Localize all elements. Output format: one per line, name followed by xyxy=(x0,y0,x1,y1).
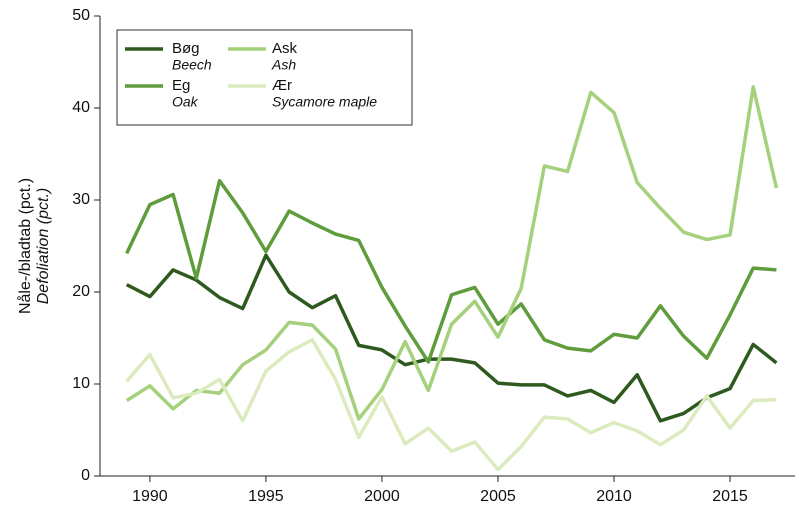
y-label-group: Nåle-/bladtab (pct.) Defoliation (pct.) xyxy=(16,178,52,314)
x-tick-label: 2015 xyxy=(712,488,748,505)
legend-label-en: Sycamore maple xyxy=(272,94,377,110)
y-tick-label: 30 xyxy=(72,191,90,208)
legend-label: Ask xyxy=(272,40,298,57)
y-tick-label: 20 xyxy=(72,283,90,300)
x-tick-label: 2000 xyxy=(364,488,400,505)
legend-label-en: Ash xyxy=(271,57,296,73)
legend-label: Ær xyxy=(272,77,292,94)
x-tick-label: 2010 xyxy=(596,488,632,505)
legend-label: Eg xyxy=(172,77,190,94)
y-tick-label: 40 xyxy=(72,99,90,116)
data-line xyxy=(125,338,777,472)
y-axis-label-en: Defoliation (pct.) xyxy=(35,188,52,305)
legend-box xyxy=(116,29,413,126)
x-tick-label: 1990 xyxy=(132,488,168,505)
data-line xyxy=(125,253,778,423)
x-tick-label: 1995 xyxy=(248,488,284,505)
legend-label-en: Oak xyxy=(172,94,199,110)
y-tick-label: 0 xyxy=(81,467,90,484)
y-tick-label: 10 xyxy=(72,375,90,392)
y-tick-label: 50 xyxy=(72,7,90,24)
legend-label: Bøg xyxy=(172,40,200,57)
y-axis-label: Nåle-/bladtab (pct.) xyxy=(16,178,34,314)
x-tick-label: 2005 xyxy=(480,488,516,505)
data-line xyxy=(125,178,777,364)
legend-label-en: Beech xyxy=(172,57,212,73)
data-line xyxy=(125,85,779,421)
